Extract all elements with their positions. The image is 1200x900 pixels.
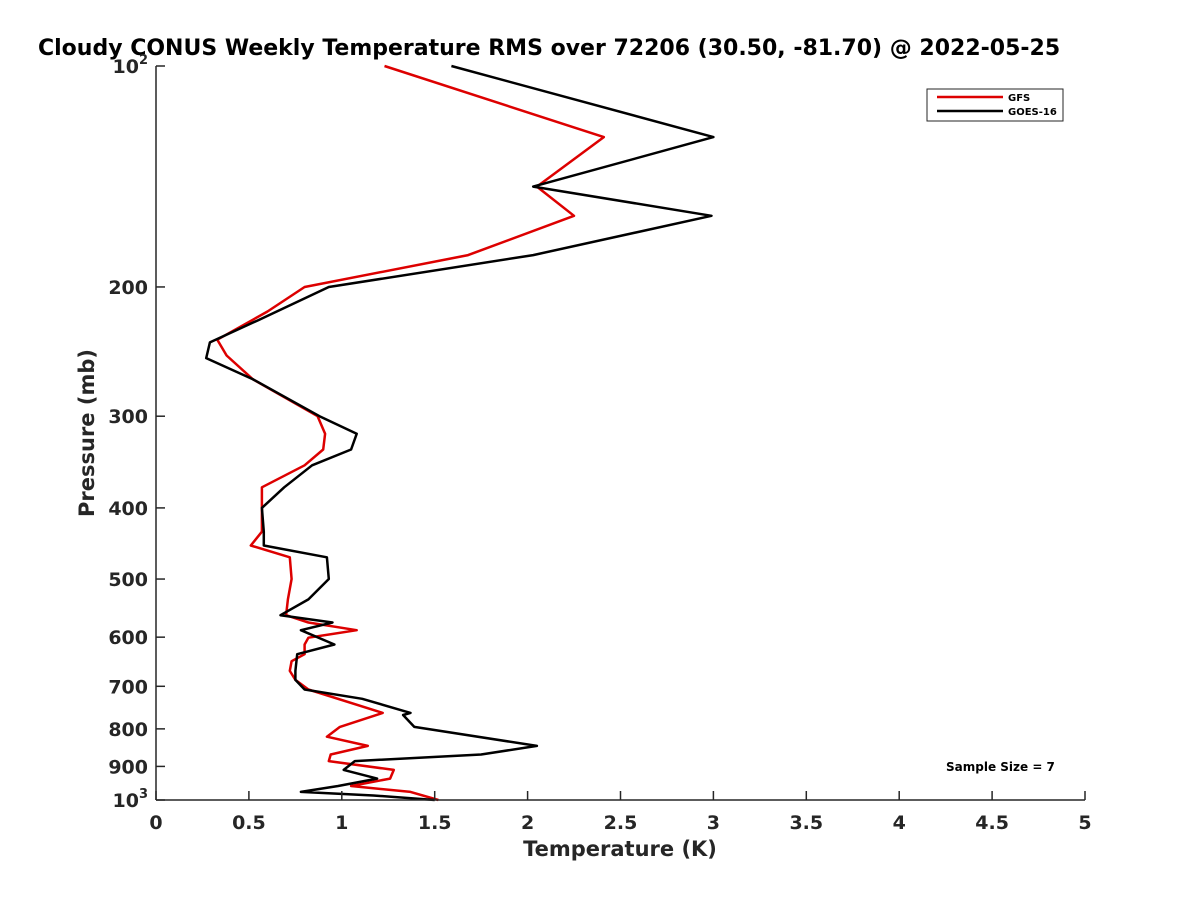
y-tick-label: 10 (113, 790, 139, 812)
y-tick-label: 300 (108, 406, 148, 428)
axes-layer (155, 66, 1085, 801)
x-tick-label: 2 (521, 812, 534, 834)
x-tick-label: 5 (1078, 812, 1091, 834)
y-tick-label: 700 (108, 676, 148, 698)
x-tick-label: 3.5 (789, 812, 823, 834)
legend-label-gfs: GFS (1008, 93, 1030, 104)
chart-title: Cloudy CONUS Weekly Temperature RMS over… (38, 36, 1060, 61)
y-tick-label: 10 (113, 56, 139, 78)
x-tick-label: 3 (707, 812, 720, 834)
y-tick-label-exponent: 3 (139, 787, 148, 802)
y-tick-label-exponent: 2 (139, 53, 148, 68)
series-line-goes16 (204, 64, 715, 802)
series-line-gfs (216, 64, 606, 802)
ticks-layer: 0 0.5 1 1.5 2 2.5 3 3.5 4 4.5 52102003004005006007… (108, 53, 1091, 834)
x-tick-label: 2.5 (604, 812, 638, 834)
y-axis-label: Pressure (mb) (75, 349, 99, 517)
sample-size-annotation: Sample Size = 7 (946, 760, 1055, 774)
y-tick-label: 500 (108, 569, 148, 591)
y-tick-label: 400 (108, 498, 148, 520)
legend: GFS GOES-16 (926, 88, 1064, 122)
x-tick-label: 1.5 (418, 812, 452, 834)
x-tick-label: 1 (335, 812, 348, 834)
series-layer (204, 64, 715, 802)
x-tick-label: 4 (893, 812, 906, 834)
y-tick-label: 900 (108, 756, 148, 778)
x-tick-label: 4.5 (975, 812, 1009, 834)
legend-label-goes16: GOES-16 (1008, 107, 1057, 118)
y-tick-label: 200 (108, 277, 148, 299)
x-axis-label: Temperature (K) (523, 837, 717, 861)
legend-box (926, 88, 1064, 122)
x-tick-label: 0.5 (232, 812, 266, 834)
x-tick-label: 0 (149, 812, 162, 834)
y-tick-label: 600 (108, 627, 148, 649)
y-tick-label: 800 (108, 719, 148, 741)
